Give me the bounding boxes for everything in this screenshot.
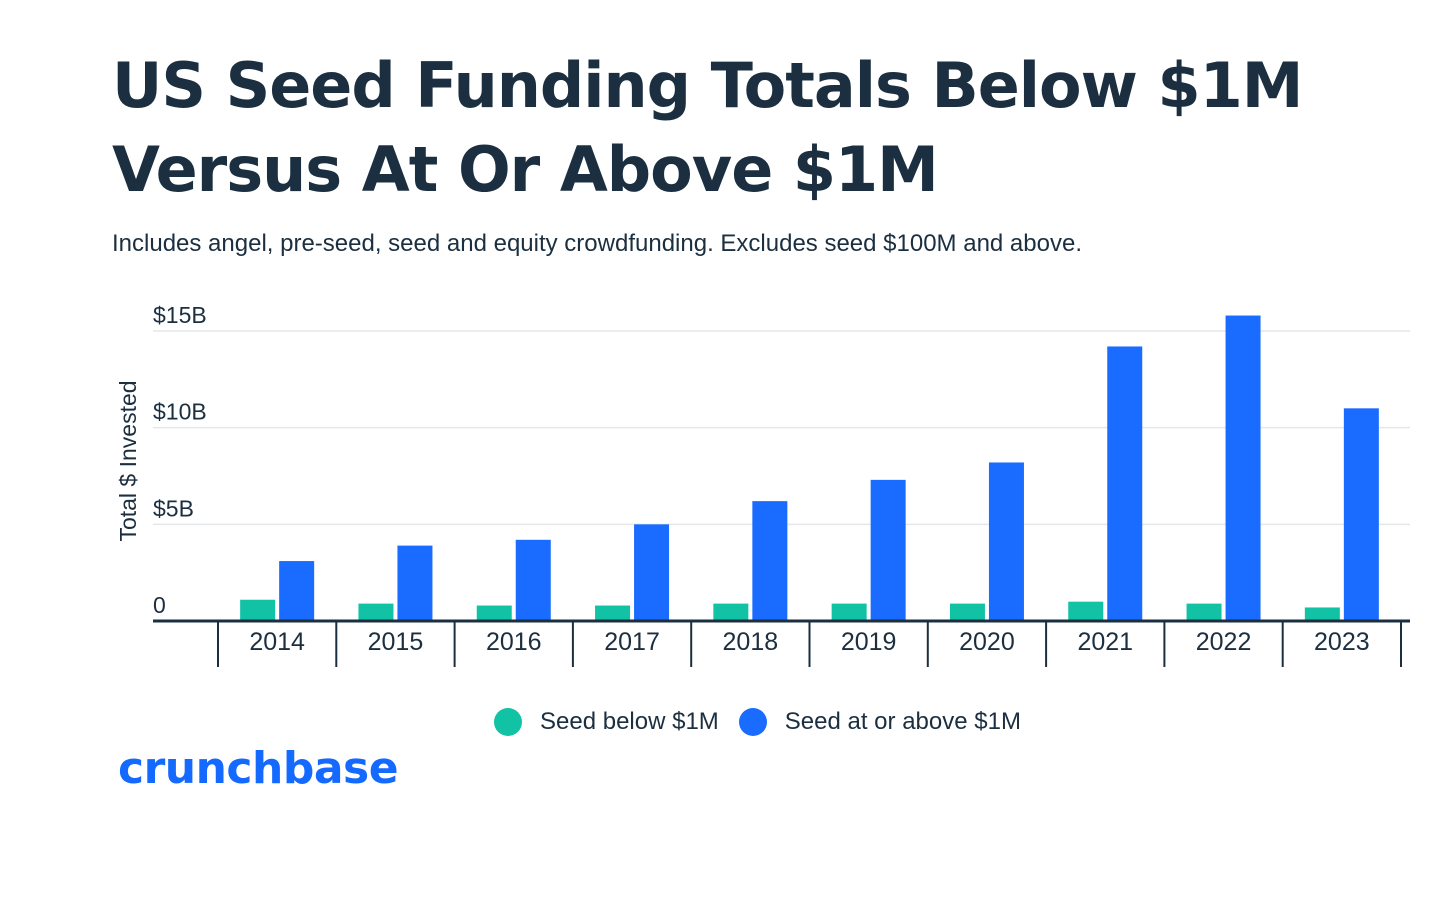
bar-seed-below-1m-2016 bbox=[476, 605, 512, 621]
bar-seed-below-1m-2017 bbox=[595, 605, 631, 621]
legend: Seed below $1M Seed at or above $1M bbox=[494, 708, 1041, 736]
bar-seed-at-or-above-1m-2021 bbox=[1107, 346, 1143, 621]
y-axis-ticks: 0 $5B $10B $15B bbox=[153, 302, 207, 618]
bar-seed-at-or-above-1m-2020 bbox=[988, 462, 1024, 621]
x-axis bbox=[153, 619, 1410, 667]
legend-swatch-seed-below bbox=[494, 708, 522, 736]
bar-chart: 0$5B$10B$15B Total $ Invested 2014 2015 20… bbox=[115, 302, 1410, 667]
bar-seed-at-or-above-1m-2015 bbox=[397, 545, 433, 621]
bar-seed-at-or-above-1m-2014 bbox=[279, 561, 315, 621]
y-tick-label-10: $10B bbox=[153, 399, 207, 425]
legend-swatch-seed-above bbox=[738, 708, 767, 736]
x-tick-label-2021: 2021 bbox=[1077, 628, 1133, 656]
bar-seed-below-1m-2018 bbox=[713, 603, 749, 621]
y-axis-label: Total $ Invested bbox=[115, 380, 141, 541]
bar-seed-at-or-above-1m-2023 bbox=[1343, 408, 1379, 621]
bar-seed-below-1m-2014 bbox=[240, 599, 276, 621]
bar-seed-at-or-above-1m-2016 bbox=[515, 539, 551, 621]
legend-label-seed-below: Seed below $1M bbox=[540, 708, 719, 735]
chart-title: US Seed Funding Totals Below $1M Versus … bbox=[112, 49, 1303, 206]
bar-seed-at-or-above-1m-2019 bbox=[870, 479, 906, 621]
bar-seed-at-or-above-1m-2017 bbox=[634, 524, 670, 621]
bar-seed-below-1m-2020 bbox=[949, 603, 985, 621]
y-tick-label-15: $15B bbox=[153, 302, 207, 328]
bar-seed-below-1m-2015 bbox=[358, 603, 394, 621]
gridlines bbox=[153, 330, 1410, 526]
legend-label-seed-above: Seed at or above $1M bbox=[784, 708, 1021, 735]
y-tick-label-5: $5B bbox=[153, 495, 194, 521]
crunchbase-logo: crunchbase bbox=[118, 743, 399, 794]
x-tick-label-2015: 2015 bbox=[368, 628, 424, 656]
bars bbox=[240, 315, 1379, 621]
legend-item-seed-below: Seed below $1M bbox=[494, 708, 719, 736]
x-axis-ticks: 2014 2015 2016 2017 2018 2019 2020 2021 2022 2023 bbox=[249, 628, 1369, 656]
bar-seed-below-1m-2021 bbox=[1068, 601, 1104, 621]
x-tick-label-2020: 2020 bbox=[959, 628, 1015, 656]
y-tick-label-0: 0 bbox=[153, 592, 166, 618]
legend-item-seed-above: Seed at or above $1M bbox=[738, 708, 1021, 736]
x-tick-label-2023: 2023 bbox=[1314, 628, 1370, 656]
bar-seed-at-or-above-1m-2018 bbox=[752, 501, 788, 621]
x-tick-label-2022: 2022 bbox=[1196, 628, 1252, 656]
bar-seed-below-1m-2019 bbox=[831, 603, 867, 621]
bar-seed-below-1m-2023 bbox=[1304, 607, 1340, 621]
bar-seed-at-or-above-1m-2022 bbox=[1225, 315, 1261, 621]
x-tick-label-2019: 2019 bbox=[841, 628, 897, 656]
bar-seed-below-1m-2022 bbox=[1186, 603, 1222, 621]
x-tick-label-2014: 2014 bbox=[249, 628, 305, 656]
x-tick-label-2016: 2016 bbox=[486, 628, 542, 656]
x-tick-label-2018: 2018 bbox=[723, 628, 779, 656]
chart-subtitle: Includes angel, pre-seed, seed and equit… bbox=[112, 230, 1082, 257]
x-tick-label-2017: 2017 bbox=[604, 628, 660, 656]
